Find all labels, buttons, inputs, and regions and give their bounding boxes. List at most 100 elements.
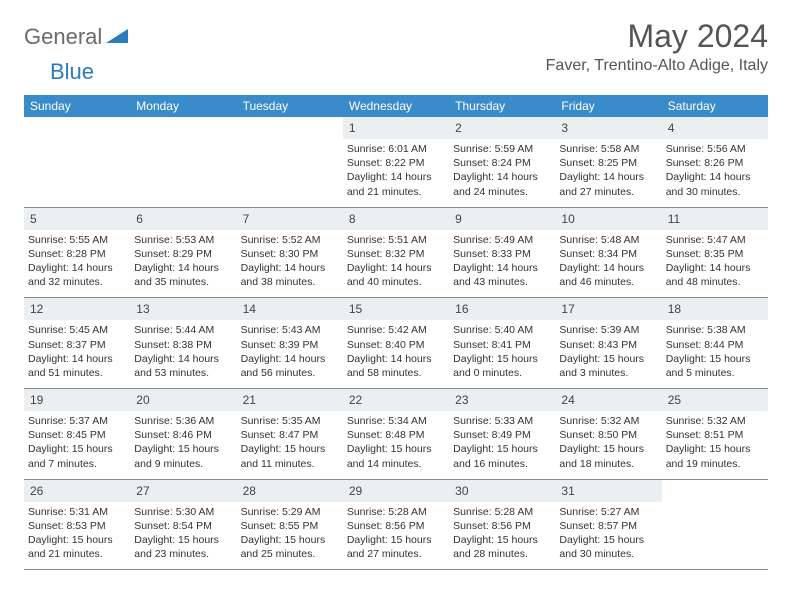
sunrise-line: Sunrise: 5:59 AM xyxy=(453,142,551,156)
day-number-bar: 16 xyxy=(449,298,555,320)
day-number-bar: 14 xyxy=(237,298,343,320)
sunrise-line: Sunrise: 5:52 AM xyxy=(241,233,339,247)
daylight-line: Daylight: 15 hours and 0 minutes. xyxy=(453,352,551,380)
day-number-bar: 8 xyxy=(343,208,449,230)
sunrise-line: Sunrise: 5:56 AM xyxy=(666,142,764,156)
sunrise-line: Sunrise: 5:28 AM xyxy=(453,505,551,519)
day-number-bar: 17 xyxy=(555,298,661,320)
week-row: 26Sunrise: 5:31 AMSunset: 8:53 PMDayligh… xyxy=(24,480,768,571)
daylight-line: Daylight: 15 hours and 14 minutes. xyxy=(347,442,445,470)
day-number: 22 xyxy=(349,393,362,407)
daylight-line: Daylight: 15 hours and 7 minutes. xyxy=(28,442,126,470)
daylight-line: Daylight: 14 hours and 46 minutes. xyxy=(559,261,657,289)
daylight-line: Daylight: 14 hours and 32 minutes. xyxy=(28,261,126,289)
day-cell: 13Sunrise: 5:44 AMSunset: 8:38 PMDayligh… xyxy=(130,298,236,388)
sunset-line: Sunset: 8:37 PM xyxy=(28,338,126,352)
sunrise-line: Sunrise: 5:55 AM xyxy=(28,233,126,247)
day-number: 19 xyxy=(30,393,43,407)
daylight-line: Daylight: 15 hours and 25 minutes. xyxy=(241,533,339,561)
daylight-line: Daylight: 15 hours and 19 minutes. xyxy=(666,442,764,470)
day-number-bar: 24 xyxy=(555,389,661,411)
day-number: 9 xyxy=(455,212,462,226)
day-cell: 4Sunrise: 5:56 AMSunset: 8:26 PMDaylight… xyxy=(662,117,768,207)
day-cell: 7Sunrise: 5:52 AMSunset: 8:30 PMDaylight… xyxy=(237,208,343,298)
daylight-line: Daylight: 15 hours and 11 minutes. xyxy=(241,442,339,470)
sunrise-line: Sunrise: 5:44 AM xyxy=(134,323,232,337)
sunrise-line: Sunrise: 5:40 AM xyxy=(453,323,551,337)
daylight-line: Daylight: 14 hours and 30 minutes. xyxy=(666,170,764,198)
daylight-line: Daylight: 14 hours and 51 minutes. xyxy=(28,352,126,380)
weekday-header: Friday xyxy=(555,95,661,117)
day-number-bar: 18 xyxy=(662,298,768,320)
day-number: 27 xyxy=(136,484,149,498)
sunset-line: Sunset: 8:50 PM xyxy=(559,428,657,442)
sunset-line: Sunset: 8:26 PM xyxy=(666,156,764,170)
day-cell: 2Sunrise: 5:59 AMSunset: 8:24 PMDaylight… xyxy=(449,117,555,207)
sunset-line: Sunset: 8:24 PM xyxy=(453,156,551,170)
sunrise-line: Sunrise: 5:32 AM xyxy=(559,414,657,428)
daylight-line: Daylight: 14 hours and 35 minutes. xyxy=(134,261,232,289)
day-number-bar: 3 xyxy=(555,117,661,139)
day-cell: 6Sunrise: 5:53 AMSunset: 8:29 PMDaylight… xyxy=(130,208,236,298)
day-number: 10 xyxy=(561,212,574,226)
sunrise-line: Sunrise: 5:39 AM xyxy=(559,323,657,337)
day-number: 30 xyxy=(455,484,468,498)
day-number-bar: 29 xyxy=(343,480,449,502)
sunrise-line: Sunrise: 5:33 AM xyxy=(453,414,551,428)
sunset-line: Sunset: 8:25 PM xyxy=(559,156,657,170)
sunrise-line: Sunrise: 6:01 AM xyxy=(347,142,445,156)
day-number-bar: 6 xyxy=(130,208,236,230)
day-cell: 5Sunrise: 5:55 AMSunset: 8:28 PMDaylight… xyxy=(24,208,130,298)
daylight-line: Daylight: 14 hours and 58 minutes. xyxy=(347,352,445,380)
day-number: 21 xyxy=(243,393,256,407)
day-cell-empty xyxy=(237,117,343,207)
day-number-bar: 23 xyxy=(449,389,555,411)
sunset-line: Sunset: 8:47 PM xyxy=(241,428,339,442)
daylight-line: Daylight: 14 hours and 56 minutes. xyxy=(241,352,339,380)
daylight-line: Daylight: 14 hours and 43 minutes. xyxy=(453,261,551,289)
sunrise-line: Sunrise: 5:32 AM xyxy=(666,414,764,428)
sunset-line: Sunset: 8:35 PM xyxy=(666,247,764,261)
sunset-line: Sunset: 8:53 PM xyxy=(28,519,126,533)
day-number: 29 xyxy=(349,484,362,498)
sunrise-line: Sunrise: 5:37 AM xyxy=(28,414,126,428)
sunset-line: Sunset: 8:56 PM xyxy=(453,519,551,533)
daylight-line: Daylight: 15 hours and 23 minutes. xyxy=(134,533,232,561)
day-number-bar: 9 xyxy=(449,208,555,230)
daylight-line: Daylight: 14 hours and 48 minutes. xyxy=(666,261,764,289)
day-number: 8 xyxy=(349,212,356,226)
weekday-header: Saturday xyxy=(662,95,768,117)
sunrise-line: Sunrise: 5:51 AM xyxy=(347,233,445,247)
day-number: 23 xyxy=(455,393,468,407)
day-number-bar: 5 xyxy=(24,208,130,230)
month-title: May 2024 xyxy=(546,18,768,55)
day-number: 14 xyxy=(243,302,256,316)
calendar: SundayMondayTuesdayWednesdayThursdayFrid… xyxy=(24,95,768,570)
day-cell: 10Sunrise: 5:48 AMSunset: 8:34 PMDayligh… xyxy=(555,208,661,298)
sunrise-line: Sunrise: 5:34 AM xyxy=(347,414,445,428)
weekday-header: Tuesday xyxy=(237,95,343,117)
day-number: 24 xyxy=(561,393,574,407)
sunrise-line: Sunrise: 5:47 AM xyxy=(666,233,764,247)
sunset-line: Sunset: 8:51 PM xyxy=(666,428,764,442)
day-cell: 28Sunrise: 5:29 AMSunset: 8:55 PMDayligh… xyxy=(237,480,343,570)
sunrise-line: Sunrise: 5:31 AM xyxy=(28,505,126,519)
day-number-bar: 19 xyxy=(24,389,130,411)
sunset-line: Sunset: 8:29 PM xyxy=(134,247,232,261)
sunrise-line: Sunrise: 5:30 AM xyxy=(134,505,232,519)
day-cell: 29Sunrise: 5:28 AMSunset: 8:56 PMDayligh… xyxy=(343,480,449,570)
day-cell: 27Sunrise: 5:30 AMSunset: 8:54 PMDayligh… xyxy=(130,480,236,570)
day-cell: 17Sunrise: 5:39 AMSunset: 8:43 PMDayligh… xyxy=(555,298,661,388)
day-number-bar: 25 xyxy=(662,389,768,411)
day-cell: 11 Sunrise: 5:47 AMSunset: 8:35 PMDayligh… xyxy=(662,208,768,298)
day-number: 2 xyxy=(455,121,462,135)
sunrise-line: Sunrise: 5:28 AM xyxy=(347,505,445,519)
logo-text-blue: Blue xyxy=(50,59,94,84)
day-number-bar: 11 xyxy=(662,208,768,230)
logo: General xyxy=(24,18,130,50)
sunset-line: Sunset: 8:55 PM xyxy=(241,519,339,533)
day-number-bar: 7 xyxy=(237,208,343,230)
day-number-bar: 20 xyxy=(130,389,236,411)
weekday-header: Thursday xyxy=(449,95,555,117)
sunset-line: Sunset: 8:56 PM xyxy=(347,519,445,533)
